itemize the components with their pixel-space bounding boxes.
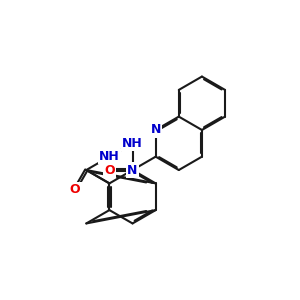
Text: N: N <box>128 164 138 176</box>
Text: NH: NH <box>99 150 120 163</box>
Text: N: N <box>151 124 161 136</box>
Text: O: O <box>70 183 80 196</box>
Text: NH: NH <box>122 137 143 150</box>
Text: O: O <box>104 164 115 176</box>
